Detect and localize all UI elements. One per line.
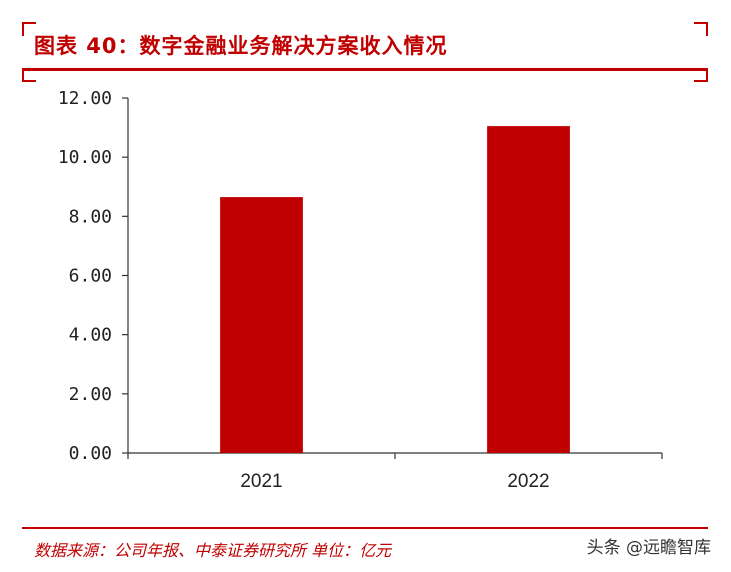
title-corner-decoration (22, 68, 36, 82)
bar-2021 (220, 197, 303, 453)
y-tick-label: 6.00 (69, 266, 112, 287)
bar-2022 (487, 126, 570, 454)
y-tick-label: 0.00 (69, 443, 112, 464)
title-corner-decoration (694, 22, 708, 36)
bar-chart: 0.00 2.00 4.00 6.00 8.00 10.00 12.00 2021 2022 (58, 88, 663, 492)
title-corner-decoration (694, 68, 708, 82)
source-bar: 数据来源：公司年报、中泰证券研究所 单位：亿元 (22, 527, 708, 560)
y-tick-label: 4.00 (69, 325, 112, 346)
y-tick-label: 8.00 (69, 206, 112, 227)
chart-title: 图表 40：数字金融业务解决方案收入情况 (34, 34, 448, 58)
y-tick-label: 2.00 (69, 384, 112, 405)
x-axis: 2021 2022 (127, 452, 663, 492)
title-bar: 图表 40：数字金融业务解决方案收入情况 (22, 22, 708, 82)
x-category-label: 2021 (240, 471, 282, 492)
title-corner-decoration (22, 22, 36, 36)
bars (220, 126, 570, 454)
watermark: 头条 @远瞻智库 (586, 538, 711, 558)
y-axis: 0.00 2.00 4.00 6.00 8.00 10.00 12.00 (58, 88, 129, 464)
y-tick-label: 10.00 (58, 147, 112, 168)
x-category-label: 2022 (507, 471, 549, 492)
y-tick-label: 12.00 (58, 88, 112, 109)
source-note: 数据来源：公司年报、中泰证券研究所 单位：亿元 (34, 541, 392, 560)
